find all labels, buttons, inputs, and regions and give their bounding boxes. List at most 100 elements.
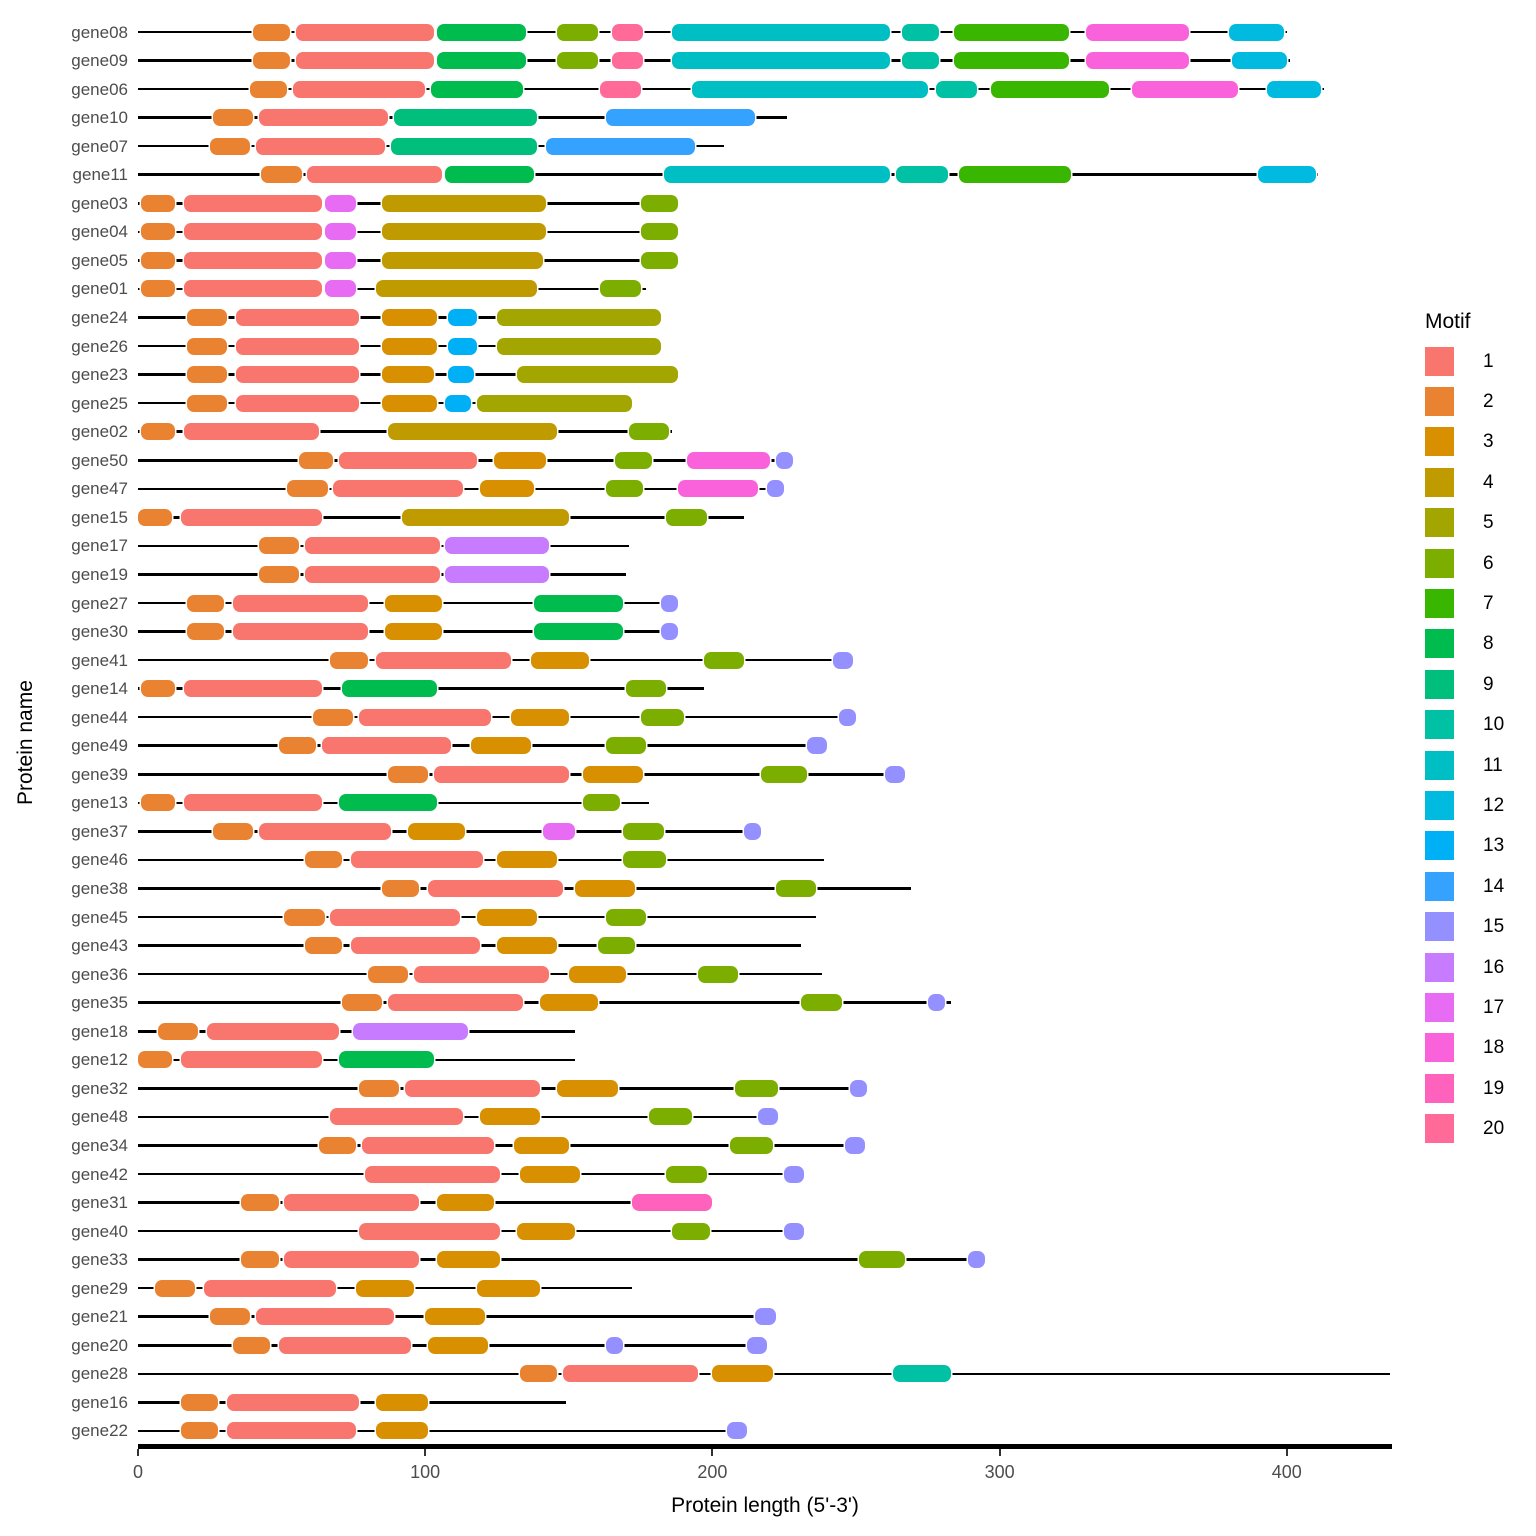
motif-block [1085,52,1190,70]
motif-block [583,765,644,783]
legend-swatch [1425,790,1454,820]
motif-block [629,423,670,441]
x-axis-tick [424,1449,427,1456]
motif-block [557,23,598,41]
legend-label: 20 [1483,1118,1505,1140]
motif-block [183,680,322,698]
gene-label: gene29 [71,1278,128,1298]
motif-block [901,52,940,70]
motif-block [387,994,523,1012]
gene-label: gene15 [71,507,128,527]
motif-block [606,109,756,127]
motif-block [359,1079,400,1097]
motif-block [183,251,322,269]
gene-label: gene01 [71,279,128,299]
motif-block [321,737,452,755]
legend-swatch [1425,1033,1454,1063]
motif-block [1232,52,1287,70]
motif-block [359,708,492,726]
motif-block [367,965,408,983]
motif-block [382,194,546,212]
motif-block [181,1393,219,1411]
legend-swatch [1425,588,1454,618]
motif-block [278,737,317,755]
motif-block [606,737,647,755]
motif-block [390,137,538,155]
motif-block [729,1136,773,1154]
motif-block [284,1194,420,1212]
gene-label: gene46 [71,850,128,870]
motif-block [425,1308,486,1326]
motif-block [640,251,678,269]
motif-block [181,1422,219,1440]
x-axis-tick [1285,1449,1288,1456]
motif-block [339,1051,434,1069]
motif-block [614,451,653,469]
motif-block [623,822,664,840]
motif-block [660,623,678,641]
gene-label: gene03 [71,193,128,213]
x-axis-title: Protein length (5'-3') [671,1494,859,1517]
legend-label: 17 [1483,996,1505,1018]
legend-label: 5 [1483,512,1494,534]
motif-block [382,223,546,241]
protein-backbone-line [138,1144,865,1147]
motif-block [476,908,538,926]
protein-backbone-line [138,1429,747,1433]
legend-swatch [1425,346,1454,376]
motif-block [382,880,420,897]
motif-block [407,822,466,840]
motif-block [183,423,319,441]
motif-block [324,194,357,212]
motif-block [295,52,434,70]
motif-block [140,680,176,698]
gene-label: gene24 [71,308,128,327]
motif-block [511,708,569,726]
legend-label: 11 [1483,754,1503,776]
gene-label: gene16 [71,1392,128,1412]
motif-block [476,1279,541,1297]
motif-block [209,137,250,155]
motif-block [896,166,948,184]
gene-label: gene17 [71,536,128,556]
motif-block [186,337,228,355]
motif-block [376,651,512,669]
motif-block [255,1308,394,1326]
motif-block [479,480,535,498]
legend-swatch [1425,467,1454,497]
legend-label: 14 [1483,875,1505,897]
motif-block [232,1336,271,1354]
protein-backbone-line [138,1201,713,1204]
motif-block [660,594,678,612]
motif-block [436,52,526,70]
motif-block [672,52,891,70]
legend-swatch [1425,750,1454,780]
motif-block [359,1222,500,1240]
motif-block [227,1393,360,1411]
y-axis-title: Protein name [14,680,37,805]
legend-label: 18 [1483,1037,1505,1059]
motif-block [1258,166,1316,184]
motif-block [330,1108,463,1126]
motif-block [183,794,322,812]
motif-block [318,1136,357,1154]
legend-label: 12 [1483,794,1505,816]
gene-label: gene07 [71,136,128,156]
motif-block [186,394,228,412]
motif-block [497,309,661,326]
legend-swatch [1425,952,1454,982]
gene-label: gene08 [71,22,128,42]
gene-label: gene32 [71,1078,128,1098]
motif-block [557,52,598,70]
gene-label: gene09 [71,51,128,71]
motif-block [324,280,357,298]
motif-block [252,23,291,41]
x-axis-tick-label: 400 [1271,1462,1302,1482]
motif-block [241,1251,279,1269]
gene-label: gene28 [71,1364,128,1384]
motif-block [445,565,549,583]
motif-block [844,1136,865,1154]
gene-label: gene40 [71,1221,128,1241]
motif-block [356,1279,414,1297]
